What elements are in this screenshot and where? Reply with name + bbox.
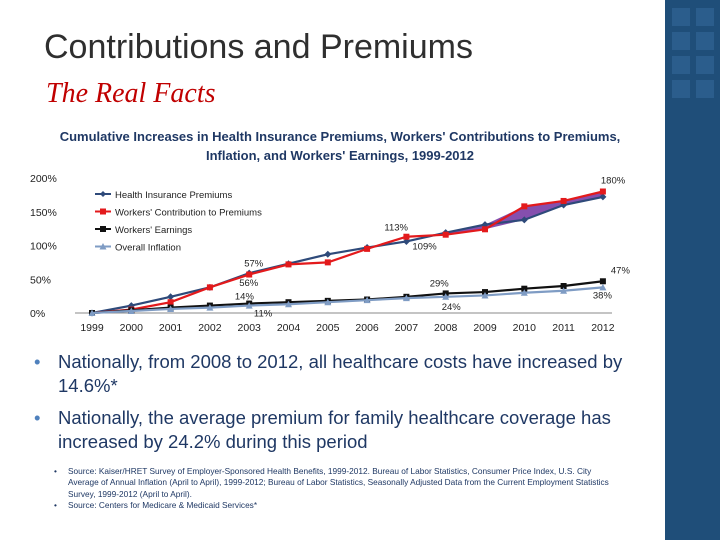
x-tick-label: 2002 <box>198 322 222 334</box>
line-chart: 0% 50% 100% 150% 200% 1999 2000 2001 2002 2003 200… <box>30 173 631 334</box>
data-point <box>482 226 488 233</box>
data-point <box>285 261 292 268</box>
legend-label: Workers' Contribution to Premiums <box>115 208 262 219</box>
slide-title: Contributions and Premiums <box>44 28 473 66</box>
data-point <box>245 302 253 309</box>
accent-square <box>672 56 690 74</box>
y-tick-label: 0% <box>30 308 45 320</box>
data-label: 56% <box>239 278 259 289</box>
legend-label: Health Insurance Premiums <box>115 190 232 201</box>
chart-title-line-1: Cumulative Increases in Health Insurance… <box>59 129 621 144</box>
data-point <box>167 293 175 301</box>
data-point <box>324 259 331 266</box>
data-point <box>521 285 528 292</box>
data-point <box>599 188 606 195</box>
x-tick-label: 2009 <box>473 322 497 334</box>
chart-title: Cumulative Increases in Health Insurance… <box>30 127 650 165</box>
data-point <box>88 309 96 316</box>
legend-label: Workers' Earnings <box>115 225 192 236</box>
slide-subtitle: The Real Facts <box>46 78 216 109</box>
chart-title-line-2: Inflation, and Workers' Earnings, 1999-2… <box>206 148 474 163</box>
legend-marker <box>100 226 106 232</box>
data-point <box>402 294 410 302</box>
data-label: 29% <box>430 278 450 289</box>
legend-marker <box>99 243 107 250</box>
x-tick-label: 2004 <box>277 322 301 334</box>
x-tick-label: 2006 <box>355 322 379 334</box>
data-point <box>481 291 489 299</box>
accent-square <box>696 80 714 98</box>
legend-label: Overall Inflation <box>115 243 181 254</box>
data-label: 24% <box>442 302 462 313</box>
data-point <box>127 307 135 314</box>
data-point <box>560 287 568 294</box>
x-tick-label: 2011 <box>552 322 575 334</box>
series-line <box>91 286 603 315</box>
legend-marker <box>100 191 106 197</box>
data-point <box>560 283 567 289</box>
data-label: 14% <box>235 292 255 303</box>
source-note: Source: Kaiser/HRET Survey of Employer-S… <box>54 466 614 500</box>
data-point <box>206 284 213 291</box>
data-label: 38% <box>593 290 613 301</box>
y-tick-label: 150% <box>30 207 57 219</box>
legend-marker <box>100 208 106 215</box>
data-point <box>560 197 567 204</box>
data-point <box>324 250 332 258</box>
data-point <box>599 283 607 291</box>
x-tick-label: 2001 <box>159 322 183 334</box>
accent-square <box>696 56 714 74</box>
data-label: 113% <box>384 223 408 234</box>
bullet-list: Nationally, from 2008 to 2012, all healt… <box>30 350 670 462</box>
data-label: 57% <box>244 259 264 270</box>
x-tick-label: 2005 <box>316 322 340 334</box>
data-label: 109% <box>412 241 437 252</box>
data-point <box>324 298 332 306</box>
x-tick-label: 1999 <box>80 322 104 334</box>
data-point <box>520 216 528 224</box>
data-point <box>520 289 528 296</box>
x-tick-label: 2008 <box>434 322 458 334</box>
y-tick-label: 50% <box>30 274 51 286</box>
x-tick-label: 2012 <box>591 322 615 334</box>
series-line <box>91 190 604 315</box>
source-notes: Source: Kaiser/HRET Survey of Employer-S… <box>54 466 614 512</box>
bullet-item: Nationally, from 2008 to 2012, all healt… <box>30 350 670 398</box>
data-point <box>599 193 607 201</box>
y-tick-label: 200% <box>30 173 57 185</box>
data-label: 180% <box>601 176 626 187</box>
data-point <box>167 305 175 312</box>
x-tick-label: 2003 <box>238 322 262 334</box>
data-point <box>442 293 450 300</box>
accent-square <box>672 80 690 98</box>
y-tick-label: 100% <box>30 241 57 253</box>
x-tick-label: 2007 <box>395 322 419 334</box>
data-point <box>363 296 371 304</box>
bullet-item: Nationally, the average premium for fami… <box>30 406 670 454</box>
x-tick-label: 2010 <box>513 322 537 334</box>
data-point <box>167 299 174 306</box>
x-tick-label: 2000 <box>120 322 144 334</box>
data-point <box>442 231 449 238</box>
accent-square <box>696 32 714 50</box>
source-note: Source: Centers for Medicare & Medicaid … <box>54 500 614 512</box>
data-point <box>206 304 214 311</box>
data-point <box>364 245 371 252</box>
data-point <box>521 203 528 210</box>
accent-square <box>672 32 690 50</box>
data-point <box>246 271 253 278</box>
data-label: 11% <box>254 309 273 320</box>
accent-square <box>672 8 690 26</box>
data-label: 47% <box>611 265 631 276</box>
data-point <box>599 278 606 285</box>
data-point <box>403 233 410 240</box>
series-line <box>91 195 604 315</box>
data-point <box>285 300 292 308</box>
accent-square <box>696 8 714 26</box>
